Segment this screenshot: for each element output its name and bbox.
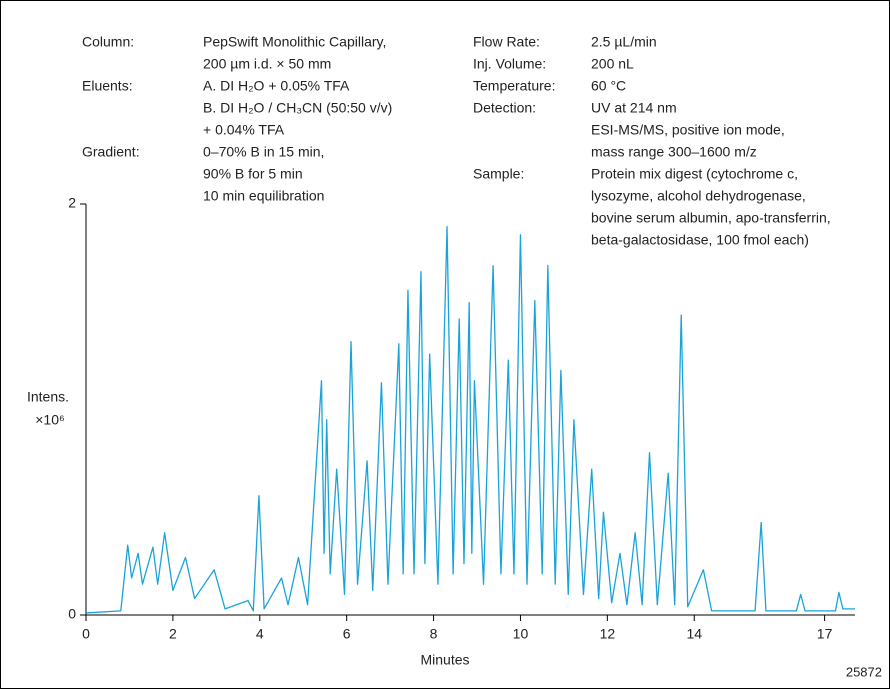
condition-value: 0–70% B in 15 min, (203, 144, 324, 160)
condition-value: A. DI H₂O + 0.05% TFA (203, 78, 350, 94)
x-tick-label: 6 (343, 626, 351, 642)
condition-value: lysozyme, alcohol dehydrogenase, (591, 188, 806, 204)
x-tick-label: 12 (600, 626, 616, 642)
condition-value: + 0.04% TFA (203, 122, 285, 138)
y-axis-title: Intens. (27, 389, 69, 405)
condition-label: Temperature: (473, 78, 555, 94)
x-tick-label: 10 (513, 626, 529, 642)
x-tick-label: 2 (169, 626, 177, 642)
figure-number: 25872 (846, 664, 882, 679)
condition-value: 10 min equilibration (203, 188, 324, 204)
condition-value: 200 nL (591, 56, 634, 72)
y-axis-unit: ×10⁶ (35, 412, 65, 428)
x-tick-label: 0 (82, 626, 90, 642)
condition-label: Column: (82, 34, 134, 50)
condition-value: B. DI H₂O / CH₃CN (50:50 v/v) (203, 100, 392, 116)
condition-label: Eluents: (82, 78, 133, 94)
condition-value: PepSwift Monolithic Capillary, (203, 34, 386, 50)
y-tick-label: 2 (68, 195, 76, 211)
condition-value: beta-galactosidase, 100 fmol each) (591, 232, 809, 248)
x-tick-label: 8 (430, 626, 438, 642)
condition-label: Gradient: (82, 144, 140, 160)
chromatogram-trace (85, 225, 855, 614)
y-tick-label: 0 (68, 606, 76, 622)
condition-label: Inj. Volume: (473, 56, 546, 72)
condition-value: ESI-MS/MS, positive ion mode, (591, 122, 785, 138)
condition-value: Protein mix digest (cytochrome c, (591, 166, 798, 182)
condition-value: 90% B for 5 min (203, 166, 303, 182)
condition-value: 60 °C (591, 78, 626, 94)
x-tick-label: 17 (817, 626, 833, 642)
condition-value: bovine serum albumin, apo-transferrin, (591, 210, 831, 226)
condition-label: Sample: (473, 166, 524, 182)
condition-value: 200 µm i.d. × 50 mm (203, 56, 331, 72)
x-tick-label: 14 (686, 626, 702, 642)
condition-value: 2.5 µL/min (591, 34, 657, 50)
condition-label: Flow Rate: (473, 34, 540, 50)
condition-label: Detection: (473, 100, 536, 116)
condition-value: UV at 214 nm (591, 100, 677, 116)
condition-value: mass range 300–1600 m/z (591, 144, 757, 160)
x-tick-label: 4 (256, 626, 264, 642)
x-axis-title: Minutes (420, 652, 469, 668)
